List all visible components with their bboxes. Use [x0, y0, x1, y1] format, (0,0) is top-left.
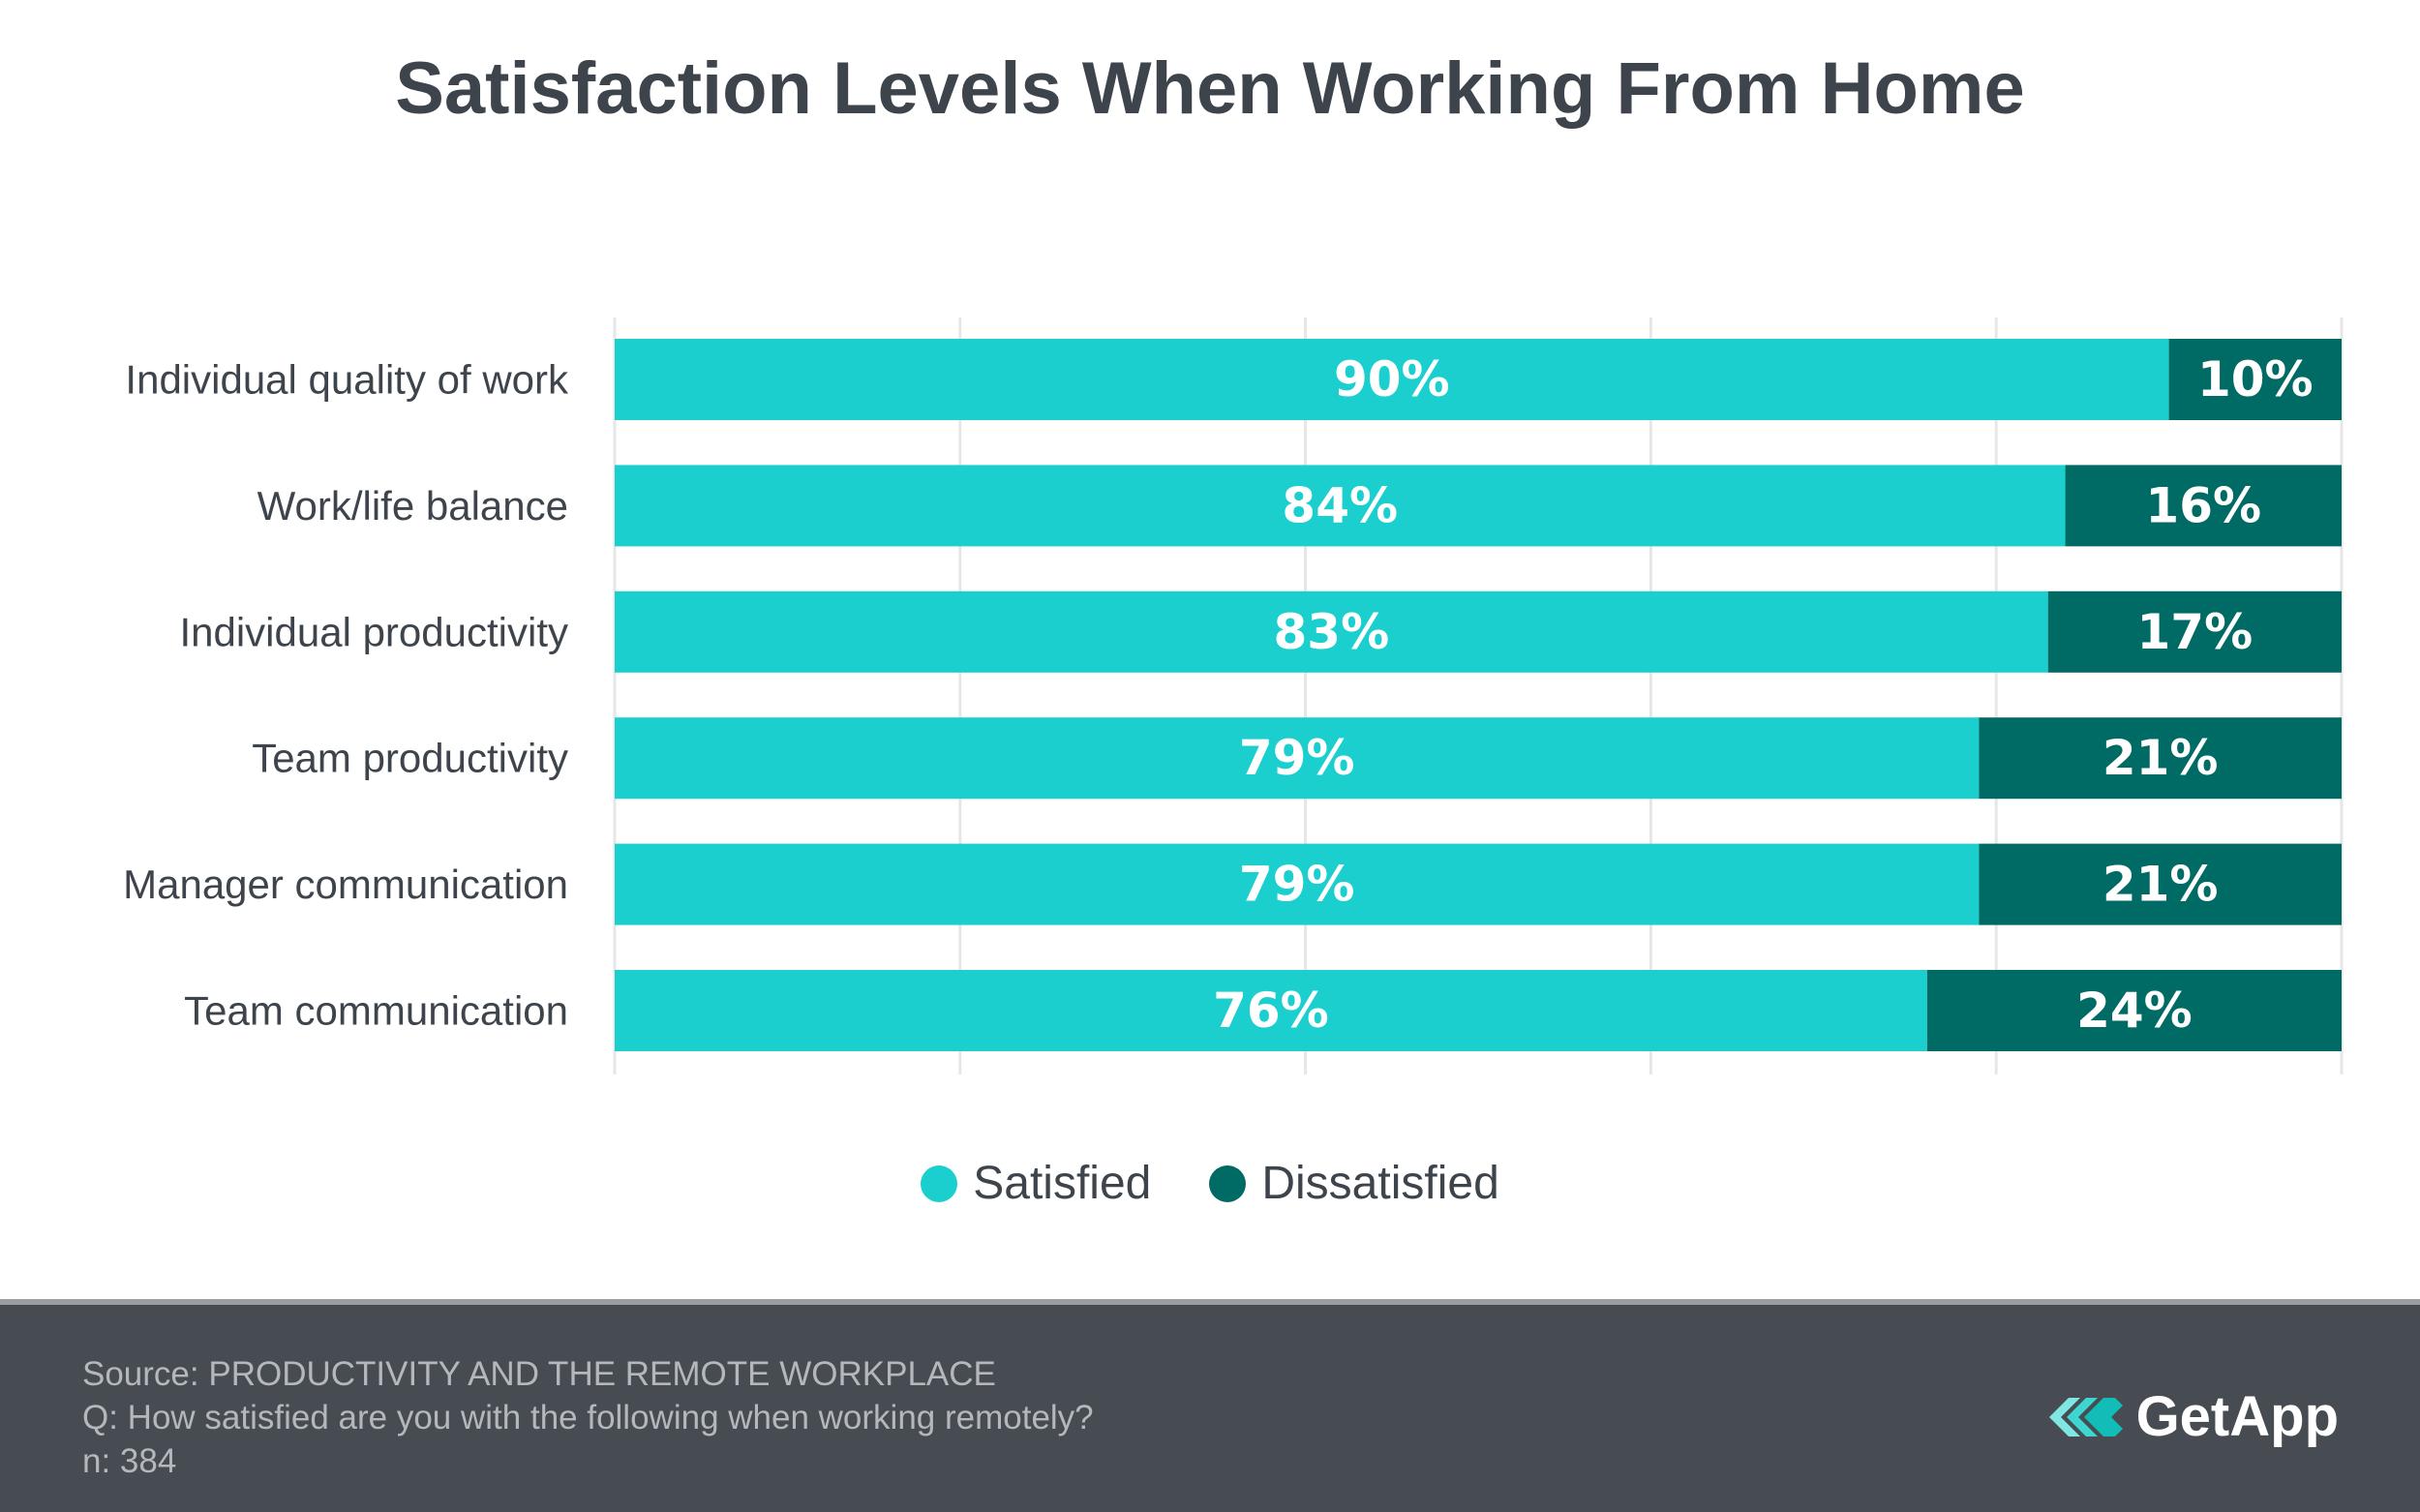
category-label: Team productivity [252, 736, 568, 781]
grid-lines [613, 318, 2344, 1074]
bar-label-satisfied: 76% [1213, 983, 1329, 1039]
bar-dissatisfied [2065, 465, 2342, 547]
bars [615, 339, 2342, 1051]
bar-label-satisfied: 79% [1239, 730, 1355, 786]
getapp-logo-text: GetApp [2135, 1385, 2339, 1448]
bar-chart: Individual quality of work Work/life bala… [123, 318, 2344, 1074]
getapp-logo: GetApp [2047, 1384, 2339, 1449]
bar-label-dissatisfied: 16% [2145, 477, 2261, 533]
bar-dissatisfied [2047, 590, 2342, 673]
legend: Satisfied Dissatisfied [0, 1157, 2420, 1210]
bar-label-satisfied: 83% [1274, 604, 1390, 660]
bar-satisfied [615, 843, 1980, 925]
category-label: Individual quality of work [125, 357, 569, 403]
category-label: Team communication [184, 988, 568, 1034]
footer-source: Source: PRODUCTIVITY AND THE REMOTE WORK… [82, 1355, 996, 1393]
legend-item-dissatisfied: Dissatisfied [1209, 1157, 1499, 1210]
bar-dissatisfied [1979, 717, 2342, 800]
bar-dissatisfied [2168, 339, 2342, 420]
legend-label-satisfied: Satisfied [973, 1158, 1152, 1209]
legend-swatch-satisfied [921, 1164, 958, 1202]
category-label: Work/life balance [257, 483, 568, 529]
footer-question: Q: How satisfied are you with the follow… [82, 1399, 1094, 1436]
bar-label-dissatisfied: 24% [2076, 983, 2193, 1039]
bar-satisfied [615, 970, 1927, 1051]
category-label: Manager communication [123, 862, 568, 907]
chart-title: Satisfaction Levels When Working From Ho… [395, 47, 2025, 130]
getapp-logo-icon [2048, 1397, 2123, 1436]
legend-label-dissatisfied: Dissatisfied [1261, 1158, 1499, 1209]
category-label: Individual productivity [179, 609, 568, 654]
bar-dissatisfied [1926, 970, 2342, 1051]
bar-satisfied [615, 590, 2048, 673]
legend-item-satisfied: Satisfied [921, 1157, 1151, 1210]
category-labels: Individual quality of work Work/life bala… [123, 357, 569, 1034]
bar-label-dissatisfied: 21% [2102, 857, 2219, 913]
bar-satisfied [615, 339, 2169, 420]
bar-label-satisfied: 90% [1334, 351, 1450, 408]
bar-label-dissatisfied: 17% [2137, 604, 2254, 660]
bar-satisfied [615, 465, 2066, 547]
legend-swatch-dissatisfied [1209, 1164, 1247, 1202]
bar-value-labels: 90% 10% 84% 16% 83% 17% 79% 21% 79% 21% 76% 24% [1213, 351, 2314, 1039]
bar-label-dissatisfied: 21% [2102, 730, 2219, 786]
bar-dissatisfied [1979, 843, 2342, 925]
footer: Source: PRODUCTIVITY AND THE REMOTE WORK… [0, 1299, 2420, 1512]
bar-label-dissatisfied: 10% [2197, 351, 2314, 408]
bar-label-satisfied: 79% [1239, 857, 1355, 913]
bar-satisfied [615, 717, 1980, 800]
footer-sample-size: n: 384 [82, 1442, 177, 1480]
bar-label-satisfied: 84% [1282, 477, 1398, 533]
